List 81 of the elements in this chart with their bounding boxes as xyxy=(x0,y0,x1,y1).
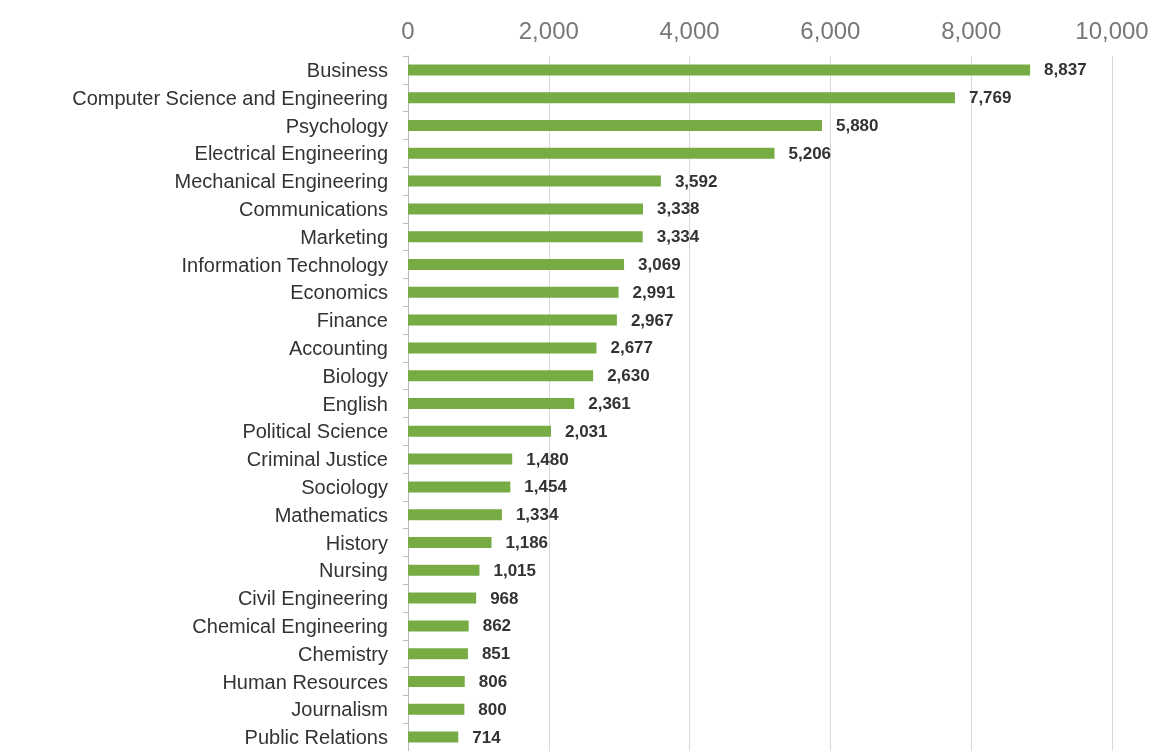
y-tick-label: Electrical Engineering xyxy=(194,142,388,165)
bar xyxy=(408,703,465,715)
bar xyxy=(408,509,502,521)
data-label: 851 xyxy=(481,644,511,664)
data-label: 2,630 xyxy=(607,366,650,386)
data-label: 800 xyxy=(478,699,507,719)
y-tick-label: Journalism xyxy=(291,698,388,721)
y-tick-label: Public Relations xyxy=(244,726,388,749)
bar xyxy=(408,398,575,409)
y-tick-label: Accounting xyxy=(289,336,388,359)
data-label: 3,069 xyxy=(638,255,681,274)
y-tick-label: Sociology xyxy=(301,475,388,498)
bar xyxy=(408,537,492,548)
y-tick-label: Mathematics xyxy=(274,503,388,526)
y-tick-label: Biology xyxy=(322,364,388,387)
x-tick-label: 6,000 xyxy=(800,16,861,44)
y-tick-label: History xyxy=(325,531,388,554)
data-label: 3,334 xyxy=(656,227,700,247)
data-label: 1,334 xyxy=(515,505,559,525)
y-tick-label: Criminal Justice xyxy=(246,448,388,471)
bar xyxy=(408,453,513,465)
bar xyxy=(408,92,955,104)
bar xyxy=(408,231,643,243)
data-label: 862 xyxy=(482,616,512,636)
x-tick-label: 0 xyxy=(401,16,415,44)
data-label: 806 xyxy=(478,672,508,691)
y-tick-label: Nursing xyxy=(319,559,388,582)
data-label: 968 xyxy=(490,588,519,608)
bar xyxy=(408,481,511,493)
y-tick-label: Finance xyxy=(316,309,388,332)
data-label: 1,480 xyxy=(526,449,569,469)
y-tick-label: Computer Science and Engineering xyxy=(72,86,388,109)
bar xyxy=(408,425,551,437)
bar xyxy=(408,648,468,660)
data-label: 2,967 xyxy=(630,310,674,330)
y-tick-label: Business xyxy=(306,58,388,81)
data-label: 714 xyxy=(472,727,502,747)
x-tick-label: 2,000 xyxy=(518,16,579,44)
y-tick-label: Mechanical Engineering xyxy=(174,170,388,193)
y-tick-label: Human Resources xyxy=(222,670,388,693)
x-tick-label: 8,000 xyxy=(941,16,1002,44)
data-label: 1,186 xyxy=(505,533,549,552)
bar xyxy=(408,175,661,187)
bar xyxy=(408,147,775,159)
y-tick-label: Economics xyxy=(290,281,388,304)
bar xyxy=(408,342,597,354)
y-tick-label: Chemical Engineering xyxy=(192,614,388,637)
bar xyxy=(408,676,465,687)
data-label: 2,677 xyxy=(610,338,654,358)
data-label: 1,015 xyxy=(493,560,536,580)
x-tick-label: 4,000 xyxy=(659,16,720,44)
data-label: 2,991 xyxy=(632,282,676,302)
data-label: 5,880 xyxy=(835,116,879,135)
y-tick-label: Communications xyxy=(239,197,388,220)
data-label: 7,769 xyxy=(968,88,1012,108)
x-tick-label: 10,000 xyxy=(1075,16,1149,44)
y-tick-label: English xyxy=(322,392,388,415)
bar xyxy=(408,592,477,604)
bar xyxy=(408,64,1031,76)
bar xyxy=(408,259,625,270)
y-tick-label: Marketing xyxy=(300,225,388,248)
bar xyxy=(408,314,617,326)
bar xyxy=(408,120,822,131)
data-label: 2,031 xyxy=(564,421,608,441)
data-label: 3,592 xyxy=(674,171,718,191)
data-label: 5,206 xyxy=(788,143,832,163)
bar xyxy=(408,564,480,576)
bar xyxy=(408,370,594,382)
bar xyxy=(408,731,459,743)
data-label: 2,361 xyxy=(588,394,631,413)
bar xyxy=(408,620,469,632)
data-label: 1,454 xyxy=(524,477,568,497)
y-tick-label: Civil Engineering xyxy=(237,587,388,610)
data-label: 3,338 xyxy=(657,199,700,219)
y-tick-label: Chemistry xyxy=(297,642,388,665)
bar xyxy=(408,286,619,298)
bar xyxy=(408,203,643,215)
y-tick-label: Political Science xyxy=(242,420,388,443)
y-tick-label: Information Technology xyxy=(181,253,388,276)
data-label: 8,837 xyxy=(1044,60,1087,80)
y-tick-label: Psychology xyxy=(285,114,388,137)
